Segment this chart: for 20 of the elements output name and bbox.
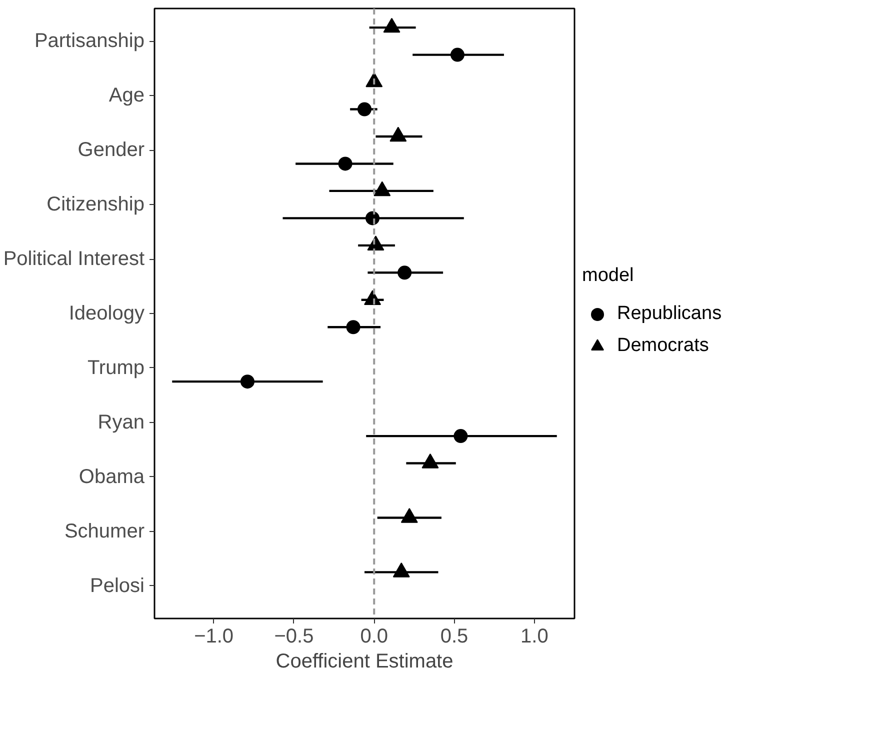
y-tick-label: Political Interest — [3, 248, 145, 270]
legend-label: Democrats — [617, 335, 709, 357]
y-tick-label: Schumer — [64, 520, 145, 542]
x-tick-label: 0.0 — [360, 626, 388, 648]
y-tick-label: Trump — [87, 356, 145, 379]
y-tick-label: Citizenship — [46, 194, 145, 216]
y-tick-label: Partisanship — [34, 30, 145, 52]
y-tick-label: Gender — [78, 139, 145, 162]
x-tick-label: −1.0 — [194, 626, 234, 648]
legend-title: model — [582, 265, 635, 287]
y-tick-label: Age — [108, 84, 145, 107]
x-tick-label: −0.5 — [274, 626, 314, 648]
y-tick-label: Obama — [78, 466, 146, 488]
y-tick-label: Ryan — [98, 411, 145, 434]
y-tick-label: Pelosi — [90, 574, 145, 597]
x-axis-title: Coefficient Estimate — [276, 650, 454, 672]
legend-label: Republicans — [617, 303, 722, 325]
x-tick-label: 1.0 — [520, 626, 548, 648]
x-tick-label: 0.5 — [440, 626, 468, 648]
y-tick-label: Ideology — [68, 302, 145, 324]
